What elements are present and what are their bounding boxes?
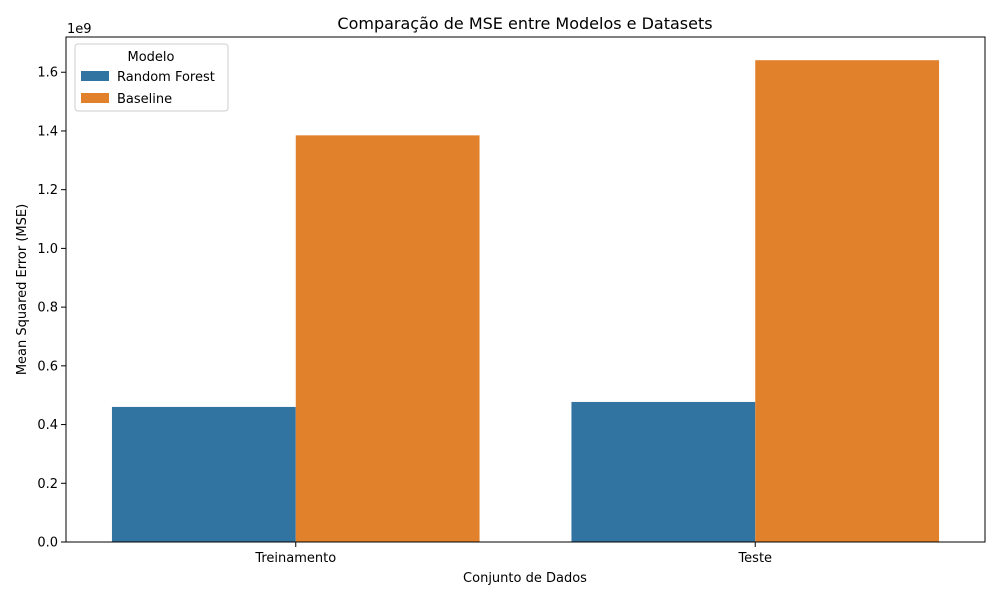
y-ticks: 0.0 0.2 0.4 0.6 0.8 1.0 1.2 1.4 1.6: [37, 66, 66, 551]
y-tick-label: 0.4: [37, 418, 58, 433]
legend-box: [74, 43, 229, 112]
y-tick-label: 0.8: [37, 301, 58, 316]
x-tick-label: Treinamento: [254, 551, 336, 566]
legend: Modelo Random Forest Baseline: [74, 43, 229, 112]
legend-swatch-random-forest: [81, 71, 109, 81]
y-tick-label: 1.6: [37, 66, 58, 81]
y-tick-label: 1.2: [37, 183, 58, 198]
y-tick-label: 1.4: [37, 124, 58, 139]
y-tick-label: 1.0: [37, 242, 58, 257]
y-tick-label: 0.0: [37, 536, 58, 551]
plot-frame: [65, 36, 986, 543]
x-ticks: Treinamento Teste: [254, 542, 772, 566]
bar-random-forest-teste: [571, 401, 756, 542]
legend-label-random-forest: Random Forest: [117, 70, 215, 85]
y-tick-label: 0.2: [37, 477, 58, 492]
x-axis-label: Conjunto de Dados: [463, 571, 587, 586]
bar-random-forest-treinamento: [111, 406, 296, 542]
bars-layer: [111, 60, 940, 543]
chart-title: Comparação de MSE entre Modelos e Datase…: [337, 14, 712, 33]
y-offset-label: 1e9: [67, 22, 92, 37]
legend-swatch-baseline: [81, 93, 109, 103]
y-tick-label: 0.6: [37, 359, 58, 374]
y-axis-label: Mean Squared Error (MSE): [15, 204, 30, 375]
bar-baseline-treinamento: [295, 135, 480, 543]
legend-label-baseline: Baseline: [117, 92, 172, 107]
x-tick-label: Teste: [737, 551, 772, 566]
bar-baseline-teste: [755, 60, 940, 542]
legend-title: Modelo: [128, 50, 175, 65]
